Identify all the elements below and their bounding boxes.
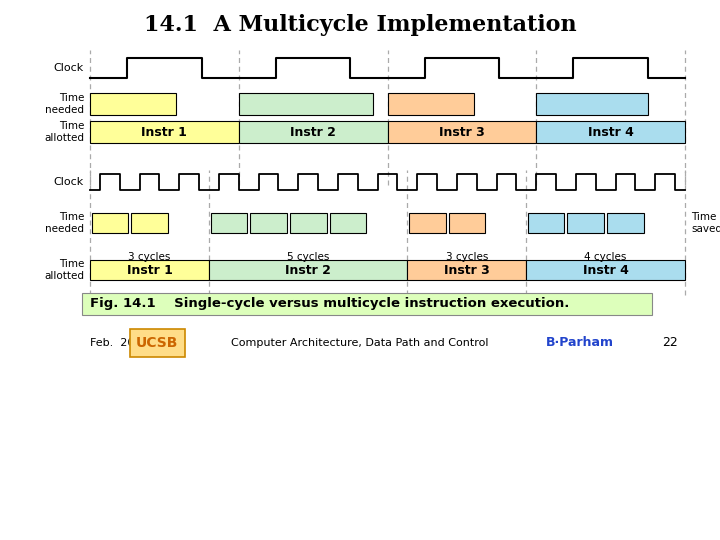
Bar [526, 260, 685, 280]
Text: 5 cycles: 5 cycles [287, 252, 329, 262]
Text: Instr 3: Instr 3 [444, 264, 490, 276]
Text: Instr 1: Instr 1 [141, 125, 187, 138]
Bar [210, 213, 247, 233]
Bar [239, 93, 373, 115]
Text: 3 cycles: 3 cycles [128, 252, 171, 262]
Bar [607, 213, 644, 233]
Text: 4 cycles: 4 cycles [585, 252, 627, 262]
Text: Instr 3: Instr 3 [439, 125, 485, 138]
Text: Instr 4: Instr 4 [582, 264, 629, 276]
Text: Time
allotted: Time allotted [44, 121, 84, 143]
Bar [91, 213, 128, 233]
Text: Time
allotted: Time allotted [44, 259, 84, 281]
Bar [90, 121, 239, 143]
Bar [409, 213, 446, 233]
Bar [387, 93, 474, 115]
Text: Clock: Clock [54, 177, 84, 187]
Bar [449, 213, 485, 233]
Bar [536, 121, 685, 143]
Bar [567, 213, 604, 233]
Bar [536, 93, 648, 115]
Bar [528, 213, 564, 233]
Text: B·Parham: B·Parham [546, 336, 614, 349]
Text: Time
needed: Time needed [45, 212, 84, 234]
Text: 14.1  A Multicycle Implementation: 14.1 A Multicycle Implementation [144, 14, 576, 36]
Bar [408, 260, 526, 280]
Text: Time
saved: Time saved [691, 212, 720, 234]
Bar [330, 213, 366, 233]
Bar [387, 121, 536, 143]
Text: Instr 2: Instr 2 [285, 264, 331, 276]
Text: 22: 22 [662, 336, 678, 349]
Text: 3 cycles: 3 cycles [446, 252, 488, 262]
Bar [250, 213, 287, 233]
Bar [90, 93, 176, 115]
Bar [130, 329, 185, 357]
Text: Time
needed: Time needed [45, 93, 84, 115]
Text: Instr 4: Instr 4 [588, 125, 634, 138]
Text: Feb.  2007: Feb. 2007 [90, 338, 148, 348]
Text: UCSB: UCSB [136, 336, 178, 350]
Bar [90, 260, 209, 280]
Text: Fig. 14.1    Single-cycle versus multicycle instruction execution.: Fig. 14.1 Single-cycle versus multicycle… [90, 298, 570, 310]
Text: Clock: Clock [54, 63, 84, 73]
Bar [239, 121, 387, 143]
Bar [131, 213, 168, 233]
Bar [209, 260, 408, 280]
Text: Instr 1: Instr 1 [127, 264, 172, 276]
Bar [290, 213, 326, 233]
Text: Instr 2: Instr 2 [290, 125, 336, 138]
Text: Computer Architecture, Data Path and Control: Computer Architecture, Data Path and Con… [231, 338, 489, 348]
Bar [82, 293, 652, 315]
